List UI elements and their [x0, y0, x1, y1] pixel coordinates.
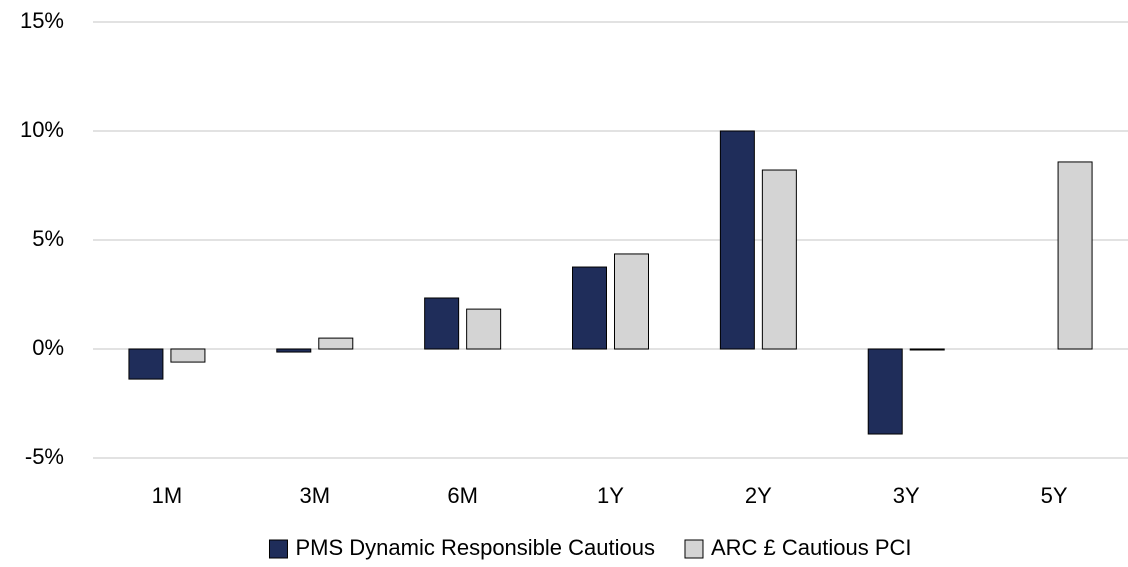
legend-swatch: [684, 539, 704, 559]
bar: [614, 253, 649, 350]
bar: [318, 337, 354, 350]
bar: [867, 348, 903, 435]
bar: [466, 308, 502, 350]
bar: [572, 266, 607, 350]
bar: [276, 348, 312, 353]
x-tick-label: 5Y: [1041, 483, 1068, 508]
bar: [170, 348, 206, 363]
x-tick-label: 3M: [300, 483, 331, 508]
y-tick-label: -5%: [25, 444, 64, 469]
bar: [424, 297, 460, 350]
x-tick-label: 6M: [447, 483, 478, 508]
bar: [128, 348, 164, 380]
bar: [719, 130, 755, 350]
legend: PMS Dynamic Responsible Cautious ARC £ Ca…: [268, 535, 912, 560]
x-tick-label: 1M: [152, 483, 183, 508]
bar: [1057, 161, 1093, 350]
bar: [761, 169, 797, 350]
legend-swatch: [268, 539, 288, 559]
x-tick-label: 2Y: [745, 483, 772, 508]
legend-label: PMS Dynamic Responsible Cautious: [295, 535, 655, 560]
x-tick-label: 1Y: [597, 483, 624, 508]
legend-label: ARC £ Cautious PCI: [711, 535, 912, 560]
y-tick-label: 0%: [32, 335, 64, 360]
y-tick-label: 10%: [20, 117, 64, 142]
y-tick-label: 15%: [20, 8, 64, 33]
x-tick-label: 3Y: [893, 483, 920, 508]
y-tick-label: 5%: [32, 226, 64, 251]
bar: [909, 348, 945, 351]
